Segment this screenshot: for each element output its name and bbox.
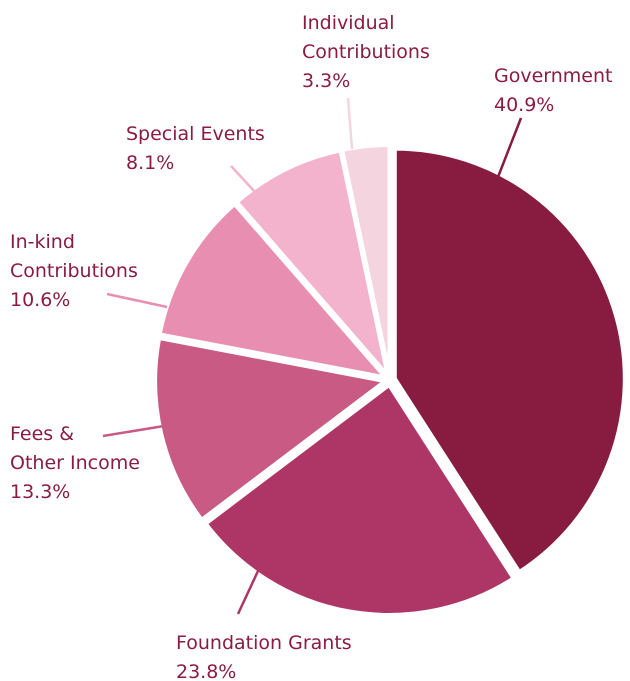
leader-line-foundation-grants [236, 570, 260, 615]
pie-slice-in-kind-contributions [157, 201, 391, 381]
slice-name-foundation-grants: Foundation Grants [176, 632, 352, 654]
leader-line-in-kind-contributions [106, 292, 168, 309]
leader-line-individual-contributions [346, 97, 354, 150]
slice-name-fees-other-income: Fees & [10, 423, 74, 445]
slice-value-government: 40.9% [494, 94, 554, 116]
slice-value-individual-contributions: 3.3% [302, 70, 350, 92]
pie-slice-individual-contributions [339, 143, 392, 376]
slice-name-government: Government [494, 65, 613, 87]
slice-value-special-events: 8.1% [126, 152, 174, 174]
slice-name-individual-contributions: Individual [302, 12, 395, 34]
slice-label-individual-contributions: Individual Contributions 3.3% [302, 12, 430, 92]
slice-label-government: Government 40.9% [494, 65, 613, 116]
slice-name-individual-contributions: Contributions [302, 41, 430, 63]
leader-lines-layer [102, 97, 523, 615]
slice-name-in-kind-contributions: In-kind [10, 231, 75, 253]
pie-slice-government [392, 146, 627, 575]
slice-label-in-kind-contributions: In-kind Contributions 10.6% [10, 231, 138, 311]
slice-label-fees-other-income: Fees & Other Income 13.3% [10, 423, 140, 503]
labels-layer: Government 40.9% Foundation Grants 23.8% Fee… [10, 12, 613, 681]
pie-slice-foundation-grants [202, 382, 517, 617]
slice-label-special-events: Special Events 8.1% [126, 123, 265, 174]
leader-line-fees-other-income [102, 424, 165, 438]
slice-name-fees-other-income: Other Income [10, 452, 140, 474]
pie-slice-fees-other-income [153, 335, 390, 523]
slice-value-in-kind-contributions: 10.6% [10, 289, 70, 311]
slice-name-special-events: Special Events [126, 123, 265, 145]
slice-value-foundation-grants: 23.8% [176, 661, 236, 681]
slice-name-in-kind-contributions: Contributions [10, 260, 138, 282]
leader-line-special-events [230, 165, 256, 193]
leader-line-government [496, 117, 523, 178]
slice-value-fees-other-income: 13.3% [10, 481, 70, 503]
pie-slice-special-events [233, 148, 392, 383]
slice-label-foundation-grants: Foundation Grants 23.8% [176, 632, 352, 681]
slices-layer [153, 143, 627, 617]
